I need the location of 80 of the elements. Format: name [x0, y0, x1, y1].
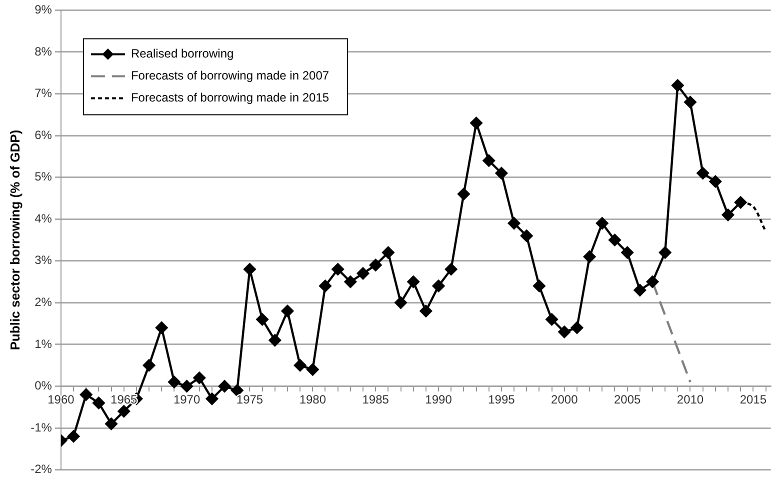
- x-tick-label: 1985: [362, 392, 390, 407]
- point: [458, 188, 470, 200]
- y-tick-label: 8%: [34, 44, 52, 58]
- y-tick-label: -2%: [30, 462, 52, 476]
- y-tick-label: -1%: [30, 420, 52, 434]
- point: [432, 280, 445, 292]
- x-tick-label: 1995: [488, 392, 516, 407]
- point: [180, 380, 193, 392]
- x-tick-label: 2010: [676, 392, 704, 407]
- y-axis-title: Public sector borrowing (% of GDP): [7, 130, 22, 350]
- point: [696, 167, 709, 180]
- point: [67, 430, 80, 442]
- point: [420, 304, 432, 318]
- point: [156, 322, 168, 334]
- point: [344, 276, 357, 288]
- point: [206, 392, 218, 405]
- y-tick-label: 0%: [34, 378, 52, 393]
- point: [105, 418, 118, 430]
- point: [482, 154, 495, 167]
- point: [709, 175, 722, 188]
- x-tick-label: 1960: [48, 392, 75, 407]
- point: [142, 359, 156, 372]
- x-tick-label: 1990: [425, 392, 452, 407]
- point: [734, 196, 747, 208]
- y-tick-label: 3%: [34, 253, 52, 268]
- x-tick-label: 2000: [551, 392, 578, 407]
- point: [495, 167, 508, 180]
- point: [92, 396, 105, 410]
- point: [256, 313, 268, 326]
- y-tick-label: 9%: [34, 2, 52, 17]
- y-tick-label: 5%: [34, 170, 52, 184]
- legend-label: Realised borrowing: [130, 46, 234, 61]
- point: [646, 276, 659, 288]
- point: [218, 380, 231, 392]
- x-tick-label: 1975: [236, 392, 264, 407]
- point: [621, 246, 634, 259]
- point: [558, 326, 570, 338]
- point: [608, 234, 621, 246]
- point: [546, 313, 558, 326]
- point: [596, 217, 608, 230]
- point: [394, 296, 407, 309]
- point: [520, 230, 533, 242]
- point: [294, 359, 306, 372]
- point: [722, 208, 734, 222]
- point: [231, 384, 244, 397]
- point: [268, 334, 282, 346]
- point: [306, 363, 319, 376]
- point: [470, 116, 482, 130]
- point: [319, 280, 332, 292]
- y-tick-label: 7%: [34, 86, 52, 100]
- x-tick-label: 2015: [740, 392, 767, 407]
- point: [508, 217, 520, 230]
- y-tick-label: 1%: [34, 336, 52, 351]
- x-tick-label: 1980: [299, 392, 326, 407]
- point: [407, 276, 420, 288]
- point: [672, 79, 684, 92]
- point: [445, 263, 458, 276]
- point: [583, 250, 596, 263]
- point: [193, 372, 206, 384]
- point: [332, 263, 344, 276]
- point: [684, 96, 696, 108]
- point: [168, 376, 180, 388]
- point: [533, 280, 546, 292]
- point: [658, 246, 672, 259]
- point: [382, 246, 394, 259]
- point: [570, 322, 584, 334]
- point: [356, 267, 370, 280]
- point: [634, 284, 646, 296]
- x-tick-label: 2005: [614, 392, 641, 407]
- y-tick-label: 2%: [34, 294, 52, 309]
- y-tick-label: 4%: [34, 211, 52, 226]
- point: [369, 258, 382, 272]
- x-tick-label: 1970: [173, 392, 200, 407]
- point: [244, 263, 256, 276]
- y-tick-label: 6%: [34, 128, 52, 142]
- legend-label: Forecasts of borrowing made in 2015: [130, 90, 330, 105]
- point: [281, 304, 294, 318]
- point: [80, 388, 92, 401]
- legend-label: Forecasts of borrowing made in 2007: [130, 68, 330, 83]
- point: [118, 405, 130, 418]
